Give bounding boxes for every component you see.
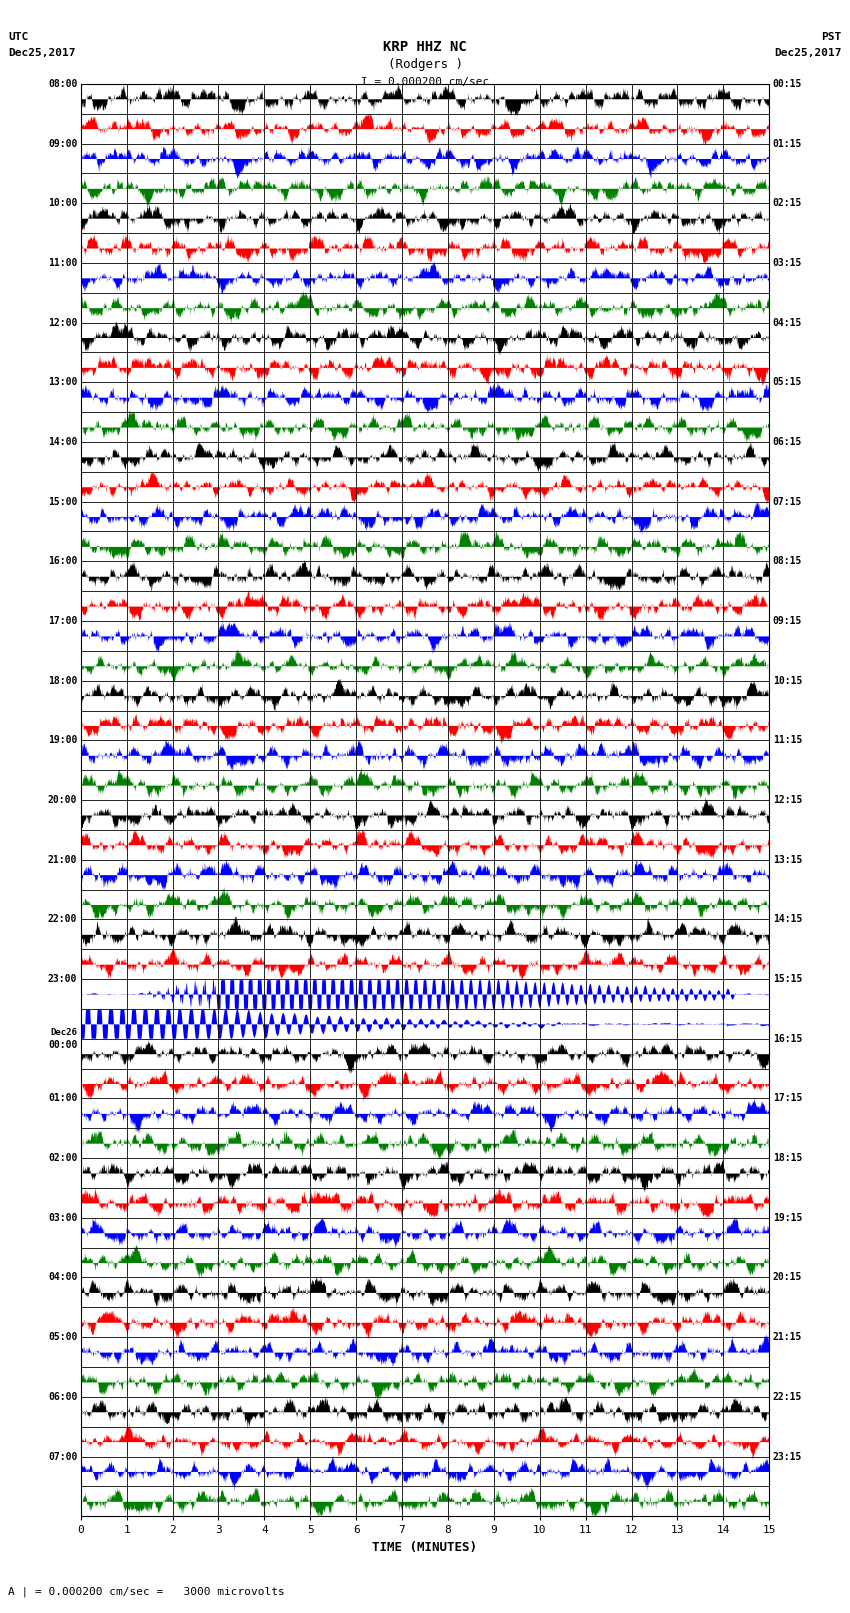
X-axis label: TIME (MINUTES): TIME (MINUTES) [372,1540,478,1553]
Text: 23:15: 23:15 [773,1452,802,1461]
Text: 00:00: 00:00 [48,1040,77,1050]
Text: 00:15: 00:15 [773,79,802,89]
Text: 15:15: 15:15 [773,974,802,984]
Text: 09:15: 09:15 [773,616,802,626]
Text: I = 0.000200 cm/sec: I = 0.000200 cm/sec [361,77,489,87]
Text: 19:00: 19:00 [48,736,77,745]
Text: Dec26: Dec26 [50,1027,77,1037]
Text: 08:15: 08:15 [773,556,802,566]
Text: 10:15: 10:15 [773,676,802,686]
Text: 21:15: 21:15 [773,1332,802,1342]
Text: 01:15: 01:15 [773,139,802,148]
Text: PST: PST [821,32,842,42]
Text: 14:15: 14:15 [773,915,802,924]
Text: 11:00: 11:00 [48,258,77,268]
Text: 02:00: 02:00 [48,1153,77,1163]
Text: 02:15: 02:15 [773,198,802,208]
Text: 06:15: 06:15 [773,437,802,447]
Text: 06:00: 06:00 [48,1392,77,1402]
Text: 04:00: 04:00 [48,1273,77,1282]
Text: 03:15: 03:15 [773,258,802,268]
Text: 13:15: 13:15 [773,855,802,865]
Text: 14:00: 14:00 [48,437,77,447]
Text: 20:15: 20:15 [773,1273,802,1282]
Text: 09:00: 09:00 [48,139,77,148]
Text: 05:15: 05:15 [773,377,802,387]
Text: 17:15: 17:15 [773,1094,802,1103]
Text: 10:00: 10:00 [48,198,77,208]
Text: 13:00: 13:00 [48,377,77,387]
Text: (Rodgers ): (Rodgers ) [388,58,462,71]
Text: 23:00: 23:00 [48,974,77,984]
Text: 11:15: 11:15 [773,736,802,745]
Text: 08:00: 08:00 [48,79,77,89]
Text: Dec25,2017: Dec25,2017 [8,48,76,58]
Text: 18:00: 18:00 [48,676,77,686]
Text: 16:15: 16:15 [773,1034,802,1044]
Text: Dec25,2017: Dec25,2017 [774,48,842,58]
Text: 22:15: 22:15 [773,1392,802,1402]
Text: 17:00: 17:00 [48,616,77,626]
Text: 22:00: 22:00 [48,915,77,924]
Text: 21:00: 21:00 [48,855,77,865]
Text: 05:00: 05:00 [48,1332,77,1342]
Text: 03:00: 03:00 [48,1213,77,1223]
Text: 12:00: 12:00 [48,318,77,327]
Text: 12:15: 12:15 [773,795,802,805]
Text: 18:15: 18:15 [773,1153,802,1163]
Text: 01:00: 01:00 [48,1094,77,1103]
Text: UTC: UTC [8,32,29,42]
Text: 15:00: 15:00 [48,497,77,506]
Text: 20:00: 20:00 [48,795,77,805]
Text: 16:00: 16:00 [48,556,77,566]
Text: KRP HHZ NC: KRP HHZ NC [383,39,467,53]
Text: 19:15: 19:15 [773,1213,802,1223]
Text: 07:15: 07:15 [773,497,802,506]
Text: 07:00: 07:00 [48,1452,77,1461]
Text: 04:15: 04:15 [773,318,802,327]
Text: A | = 0.000200 cm/sec =   3000 microvolts: A | = 0.000200 cm/sec = 3000 microvolts [8,1586,286,1597]
